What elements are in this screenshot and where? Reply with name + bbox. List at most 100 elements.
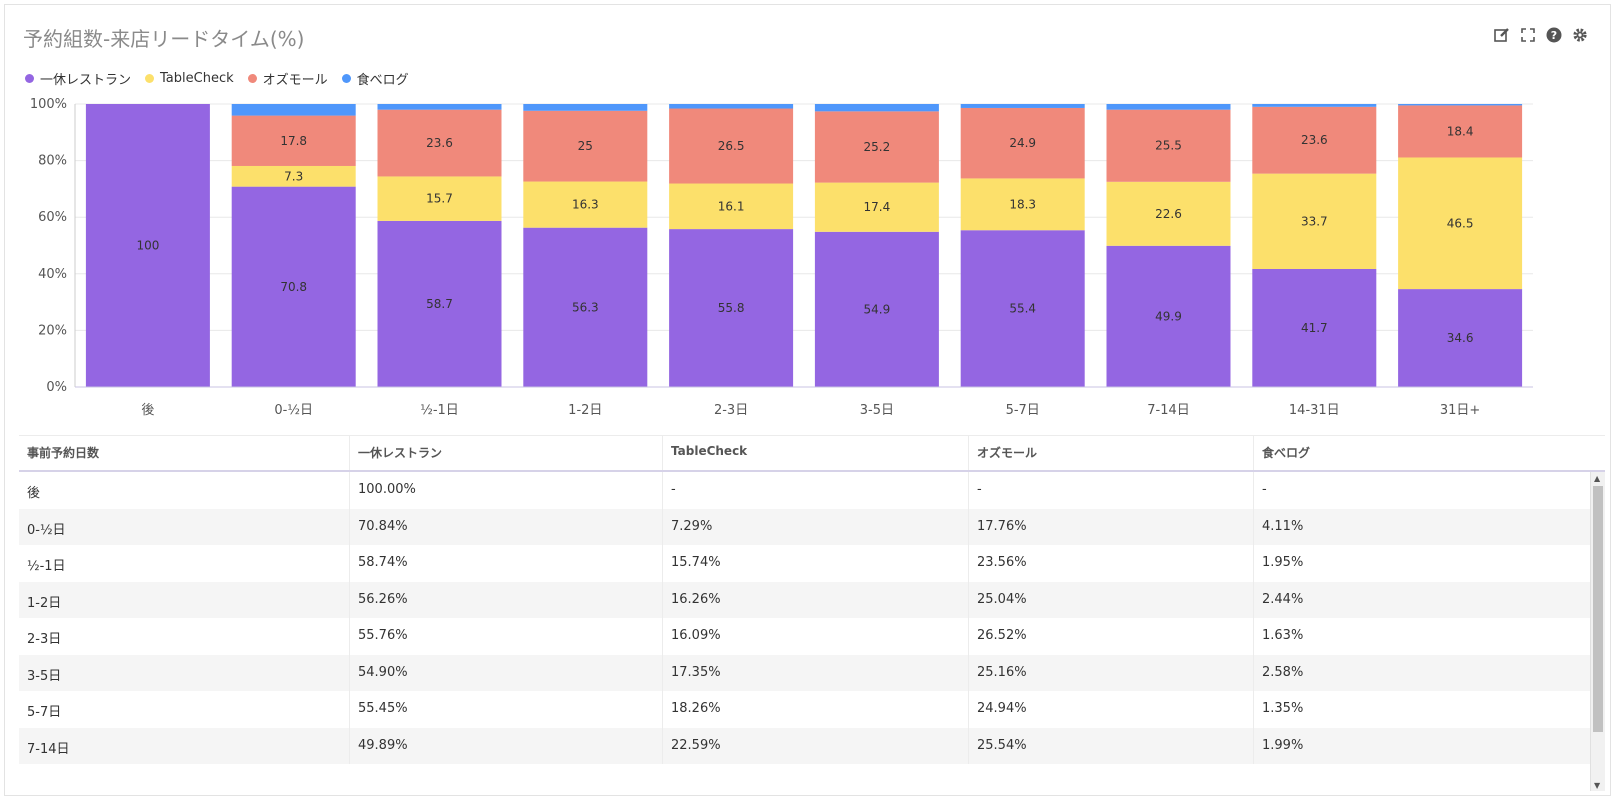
table-cell: 2-3日 xyxy=(27,632,62,647)
legend-item[interactable]: 一休レストラン xyxy=(25,69,131,88)
table-header-cell[interactable]: 一休レストラン xyxy=(349,436,662,470)
bar-segment xyxy=(523,227,648,387)
table-cell: 26.52% xyxy=(968,618,1253,655)
bar-segment xyxy=(231,186,356,387)
data-label: 33.7 xyxy=(1301,214,1328,228)
bar-segment xyxy=(960,104,1085,108)
table-cell: - xyxy=(968,472,1253,509)
chart-panel: 予約組数-来店リードタイム(%) ? 一休レス xyxy=(4,4,1611,796)
svg-text:?: ? xyxy=(1551,29,1557,42)
table-header-cell[interactable]: 事前予約日数 xyxy=(27,446,100,460)
bar-segment xyxy=(377,176,502,221)
bar-segment xyxy=(523,104,648,111)
table-cell: 16.09% xyxy=(662,618,968,655)
table-row[interactable]: 0-½日 70.84% 7.29% 17.76% 4.11% xyxy=(19,508,1605,545)
y-tick-label: 100% xyxy=(30,97,67,112)
y-tick-label: 80% xyxy=(38,154,67,169)
table-body[interactable]: 後 100.00% - - -0-½日 70.84% 7.29% 17.76% 4.11% ½-1… xyxy=(19,472,1605,791)
table-cell: 15.74% xyxy=(662,545,968,582)
table-cell: 2.44% xyxy=(1253,581,1549,618)
bar-segment xyxy=(960,178,1085,231)
edit-icon[interactable] xyxy=(1494,27,1510,43)
table-header-cell[interactable]: TableCheck xyxy=(662,436,968,470)
table-row[interactable]: 3-5日 54.90% 17.35% 25.16% 2.58% xyxy=(19,654,1605,691)
bar-segment xyxy=(1252,173,1377,269)
table-cell: - xyxy=(662,472,968,509)
vertical-scrollbar[interactable]: ▲ ▼ xyxy=(1590,472,1605,791)
bar-segment xyxy=(377,104,502,110)
x-tick-label: 2-3日 xyxy=(714,403,748,418)
y-tick-label: 20% xyxy=(38,323,67,338)
data-label: 49.9 xyxy=(1155,309,1182,323)
bar-segment xyxy=(669,229,794,387)
scroll-down-icon[interactable]: ▼ xyxy=(1594,781,1601,790)
fullscreen-icon[interactable] xyxy=(1520,27,1536,43)
table-cell: 4.11% xyxy=(1253,508,1549,545)
table-cell: 55.45% xyxy=(349,691,662,728)
scroll-up-icon[interactable]: ▲ xyxy=(1594,474,1601,483)
table-cell: 1.95% xyxy=(1253,545,1549,582)
bar-segment xyxy=(669,108,794,184)
bar-segment xyxy=(377,109,502,177)
table-row[interactable]: 2-3日 55.76% 16.09% 26.52% 1.63% xyxy=(19,618,1605,655)
bar-segment xyxy=(1252,106,1377,174)
y-tick-label: 40% xyxy=(38,267,67,282)
table-row[interactable]: 7-14日 49.89% 22.59% 25.54% 1.99% xyxy=(19,727,1605,764)
table-cell: 2.58% xyxy=(1253,654,1549,691)
data-label: 25.5 xyxy=(1155,139,1182,153)
panel-title: 予約組数-来店リードタイム(%) xyxy=(23,27,305,51)
table-cell: 54.90% xyxy=(349,654,662,691)
bar-segment xyxy=(1106,109,1231,182)
bar-segment xyxy=(1398,289,1523,387)
bar-segment xyxy=(1398,104,1523,106)
data-label: 41.7 xyxy=(1301,321,1328,335)
table-cell: 70.84% xyxy=(349,508,662,545)
table-cell: 56.26% xyxy=(349,581,662,618)
legend-item[interactable]: TableCheck xyxy=(145,69,234,88)
table-cell: 1.63% xyxy=(1253,618,1549,655)
scrollbar-thumb[interactable] xyxy=(1593,486,1603,732)
table-cell: ½-1日 xyxy=(27,559,66,574)
data-table: 事前予約日数 一休レストラン TableCheck オズモール 食べログ 後 10… xyxy=(19,435,1605,791)
table-row[interactable]: ½-1日 58.74% 15.74% 23.56% 1.95% xyxy=(19,545,1605,582)
legend-item[interactable]: オズモール xyxy=(247,69,328,88)
x-tick-label: ½-1日 xyxy=(420,403,459,418)
data-label: 54.9 xyxy=(864,302,891,316)
help-icon[interactable]: ? xyxy=(1546,27,1562,43)
data-label: 70.8 xyxy=(280,280,307,294)
table-cell: 22.59% xyxy=(662,727,968,764)
bar-segment xyxy=(1106,245,1231,387)
toolbar: ? xyxy=(1494,27,1588,43)
bar-segment xyxy=(960,230,1085,387)
legend-item[interactable]: 食べログ xyxy=(341,69,409,88)
table-cell: 0-½日 xyxy=(27,522,66,538)
table-cell: - xyxy=(1253,472,1549,509)
bar-segment xyxy=(231,104,356,116)
gear-icon[interactable] xyxy=(1572,27,1588,43)
x-tick-label: 31日+ xyxy=(1440,403,1480,418)
data-label: 56.3 xyxy=(572,300,599,314)
table-cell: 49.89% xyxy=(349,727,662,764)
data-label: 16.3 xyxy=(572,198,599,212)
x-tick-label: 5-7日 xyxy=(1006,403,1040,418)
data-label: 55.4 xyxy=(1009,302,1036,316)
data-label: 58.7 xyxy=(426,297,453,311)
table-row[interactable]: 5-7日 55.45% 18.26% 24.94% 1.35% xyxy=(19,691,1605,728)
legend-swatch xyxy=(341,74,351,83)
data-label: 22.6 xyxy=(1155,207,1182,221)
data-label: 16.1 xyxy=(718,199,745,213)
table-cell: 24.94% xyxy=(968,691,1253,728)
bar-segment xyxy=(377,220,502,387)
data-label: 25.2 xyxy=(864,140,891,154)
bar-segment xyxy=(85,104,210,387)
table-header-cell[interactable]: 食べログ xyxy=(1253,436,1549,470)
data-label: 7.3 xyxy=(284,169,303,183)
table-row[interactable]: 1-2日 56.26% 16.26% 25.04% 2.44% xyxy=(19,581,1605,618)
data-label: 25 xyxy=(578,139,593,153)
x-tick-label: 0-½日 xyxy=(274,403,313,418)
table-header-cell[interactable]: オズモール xyxy=(968,436,1253,470)
bar-segment xyxy=(1106,104,1231,110)
table-row[interactable]: 後 100.00% - - - xyxy=(19,472,1605,509)
bar-segment xyxy=(669,183,794,230)
data-label: 23.6 xyxy=(426,136,453,150)
